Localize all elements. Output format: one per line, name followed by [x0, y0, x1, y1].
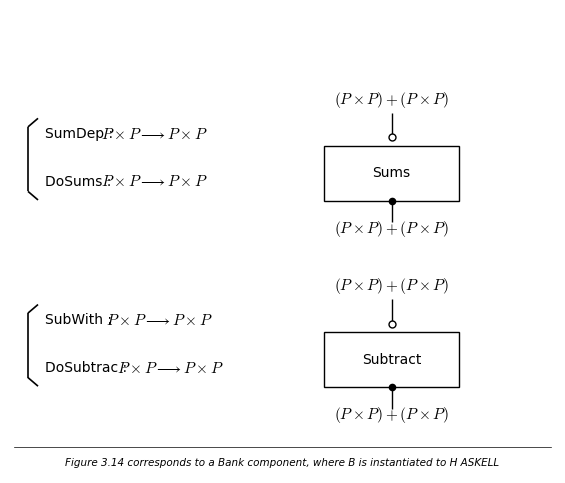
Text: $P \times P \longrightarrow P \times P$: $P \times P \longrightarrow P \times P$ [118, 360, 224, 375]
Bar [324, 332, 459, 387]
Text: DoSubtrac :: DoSubtrac : [45, 361, 127, 375]
Text: SumDep :: SumDep : [45, 127, 113, 141]
Text: $P \times P \longrightarrow P \times P$: $P \times P \longrightarrow P \times P$ [101, 127, 207, 142]
Text: $(P \times P) + (P \times P)$: $(P \times P) + (P \times P)$ [334, 219, 449, 239]
Text: $(P \times P) + (P \times P)$: $(P \times P) + (P \times P)$ [334, 405, 449, 425]
Text: Figure 3.14 corresponds to a Bank component, where B is instantiated to H ASKELL: Figure 3.14 corresponds to a Bank compon… [66, 458, 499, 469]
Text: $P \times P \longrightarrow P \times P$: $P \times P \longrightarrow P \times P$ [106, 313, 213, 328]
Text: SubWith :: SubWith : [45, 313, 112, 327]
Text: $P \times P \longrightarrow P \times P$: $P \times P \longrightarrow P \times P$ [101, 174, 207, 189]
Text: Subtract: Subtract [362, 353, 421, 367]
Text: $(P \times P) + (P \times P)$: $(P \times P) + (P \times P)$ [334, 276, 449, 297]
Text: $(P \times P) + (P \times P)$: $(P \times P) + (P \times P)$ [334, 90, 449, 110]
Bar [324, 146, 459, 201]
Text: DoSums :: DoSums : [45, 175, 111, 189]
Text: Sums: Sums [372, 167, 411, 181]
